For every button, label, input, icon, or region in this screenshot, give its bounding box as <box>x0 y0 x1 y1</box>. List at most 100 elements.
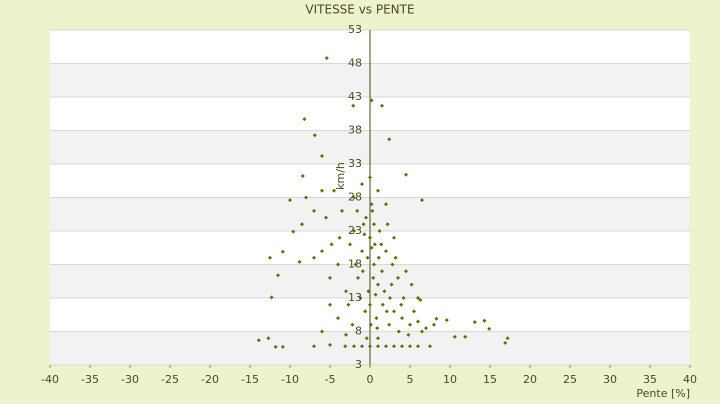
point <box>344 289 348 294</box>
x-tick-label: 5 <box>407 373 414 386</box>
point <box>336 316 340 321</box>
point <box>312 344 316 349</box>
point <box>505 336 510 341</box>
point <box>428 344 432 349</box>
point <box>401 296 406 300</box>
point <box>404 172 408 177</box>
point <box>382 289 387 294</box>
point <box>452 334 457 339</box>
x-tick-label: -30 <box>121 373 139 386</box>
point <box>374 316 379 321</box>
point <box>332 188 336 193</box>
point <box>288 198 292 203</box>
point <box>291 229 296 234</box>
point <box>432 322 436 327</box>
y-tick-label: 23 <box>348 224 362 237</box>
point <box>408 322 412 327</box>
point <box>352 195 356 200</box>
point <box>396 329 401 334</box>
point <box>372 242 377 247</box>
point <box>400 344 404 349</box>
point <box>368 302 372 307</box>
x-tick-label: 10 <box>443 373 457 386</box>
point <box>336 262 340 267</box>
x-tick-label: 20 <box>523 373 537 386</box>
x-tick-label: -15 <box>241 373 259 386</box>
y-tick-label: 28 <box>348 191 362 204</box>
point <box>408 344 412 349</box>
point <box>366 289 371 294</box>
point <box>269 295 274 300</box>
point <box>487 326 492 331</box>
point <box>472 320 477 325</box>
point <box>418 298 423 303</box>
point <box>392 235 396 240</box>
point <box>371 275 376 280</box>
point <box>420 329 424 334</box>
y-axis-title: km/h <box>334 162 347 190</box>
point <box>369 98 374 103</box>
point <box>406 332 411 337</box>
y-tick-label: 38 <box>348 124 362 137</box>
point <box>392 309 396 314</box>
x-tick-label: -20 <box>201 373 219 386</box>
point <box>364 215 368 220</box>
point <box>266 336 271 341</box>
point <box>320 188 324 193</box>
point <box>300 222 304 227</box>
point <box>379 242 384 247</box>
point <box>420 198 424 203</box>
point <box>302 117 307 122</box>
point <box>350 322 355 327</box>
point <box>380 269 384 274</box>
x-axis-title: Pente [%] <box>636 387 690 400</box>
x-tick-label: 30 <box>603 373 617 386</box>
point <box>369 245 374 250</box>
y-tick-label: 43 <box>348 90 362 103</box>
point <box>324 56 329 61</box>
point <box>320 329 324 334</box>
point <box>360 344 364 349</box>
point <box>280 344 285 349</box>
y-tick-label: 18 <box>348 258 362 271</box>
point <box>353 262 358 267</box>
x-tick-label: -40 <box>41 373 59 386</box>
point <box>362 232 367 237</box>
point <box>328 342 332 347</box>
point <box>370 208 375 213</box>
point <box>412 309 416 314</box>
point <box>304 195 308 200</box>
point <box>280 249 285 254</box>
y-tick-label: 8 <box>355 325 362 338</box>
point <box>392 344 396 349</box>
point <box>416 344 420 349</box>
x-tick-label: -25 <box>161 373 179 386</box>
point <box>256 338 261 343</box>
point <box>482 318 487 323</box>
y-tick-label: 53 <box>348 23 362 36</box>
point <box>346 302 351 307</box>
point <box>329 242 334 247</box>
point <box>364 336 369 341</box>
point <box>358 296 363 300</box>
point <box>368 344 372 349</box>
point <box>368 322 373 327</box>
point <box>372 262 376 267</box>
point <box>387 137 392 142</box>
point <box>390 262 395 267</box>
point <box>356 275 360 280</box>
point <box>387 322 392 327</box>
point <box>328 302 332 307</box>
point <box>376 344 380 349</box>
point <box>384 202 388 207</box>
point <box>368 175 372 180</box>
point <box>463 334 468 339</box>
points <box>256 56 510 349</box>
x-tick-label: -5 <box>325 373 336 386</box>
y-tick-label: 33 <box>348 157 362 170</box>
point <box>363 309 368 314</box>
point <box>368 235 372 240</box>
point <box>389 282 394 287</box>
